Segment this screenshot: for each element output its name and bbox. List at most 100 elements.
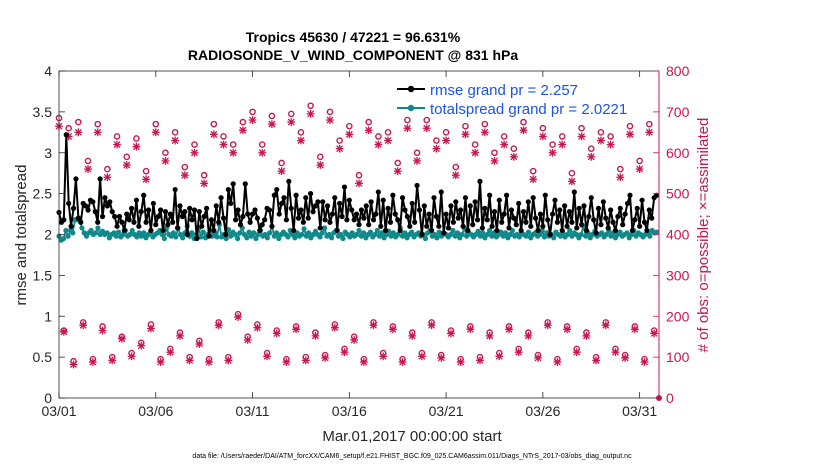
rmse-point [571, 189, 577, 195]
y-left-tick-label: 0.5 [33, 349, 53, 365]
obs-assimilated-marker [127, 352, 136, 361]
obs-assimilated-marker [413, 157, 421, 165]
rmse-point [95, 219, 101, 225]
obs-assimilated-marker [374, 140, 383, 149]
totalspread-point [516, 234, 522, 240]
obs-possible-marker [413, 149, 421, 157]
obs-possible-marker [210, 120, 218, 128]
rmse-point [136, 223, 142, 229]
rmse-point [97, 176, 103, 182]
rmse-point [397, 227, 403, 234]
rmse-point [90, 199, 96, 205]
rmse-point [138, 209, 144, 215]
obs-assimilated-marker [224, 356, 233, 365]
obs-assimilated-marker [597, 136, 605, 145]
rmse-point [399, 195, 406, 201]
obs-possible-marker [636, 157, 643, 165]
series-lines [56, 132, 660, 243]
rmse-point [533, 215, 539, 221]
rmse-point [358, 207, 365, 213]
rmse-point [431, 195, 437, 201]
rmse-point [220, 215, 227, 221]
rmse-point [508, 207, 515, 213]
rmse-point [474, 217, 481, 223]
obs-assimilated-marker [335, 144, 344, 153]
rmse-point [70, 205, 77, 211]
rmse-point [494, 227, 500, 234]
rmse-point [622, 211, 628, 217]
rmse-point [574, 225, 580, 231]
rmse-point [303, 195, 309, 201]
obs-possible-marker [384, 129, 392, 136]
rmse-point [196, 209, 202, 215]
rmse-point [102, 195, 108, 201]
rmse-point [385, 205, 391, 211]
rmse-point [540, 223, 546, 229]
obs-assimilated-marker [214, 321, 223, 330]
obs-assimilated-marker [350, 336, 359, 344]
rmse-point [581, 203, 587, 209]
rmse-point [288, 205, 294, 211]
obs-assimilated-marker [176, 331, 184, 340]
totalspread-point [244, 235, 250, 241]
obs-assimilated-marker [432, 144, 441, 153]
rmse-point [104, 203, 110, 209]
x-axis-label: Mar.01,2017 00:00:00 start [322, 428, 502, 445]
rmse-point [407, 223, 413, 229]
totalspread-point [454, 230, 461, 236]
rmse-point [489, 223, 495, 229]
totalspread-point [599, 230, 605, 236]
obs-assimilated-marker [142, 175, 150, 184]
obs-assimilated-marker [524, 331, 533, 340]
totalspread-point [390, 230, 396, 236]
rmse-point [228, 200, 234, 207]
rmse-point [649, 215, 655, 221]
obs-possible-marker [171, 129, 179, 136]
y-right-tick-label: 700 [666, 104, 690, 120]
totalspread-point [228, 233, 234, 239]
obs-assimilated-marker [311, 331, 320, 340]
obs-possible-marker [181, 163, 189, 171]
obs-possible-marker [258, 141, 266, 148]
rmse-point [162, 209, 169, 215]
obs-assimilated-marker [572, 348, 581, 357]
obs-assimilated-marker [500, 140, 509, 149]
rmse-point [165, 222, 171, 228]
obs-assimilated-marker [427, 321, 436, 330]
rmse-point [182, 209, 188, 215]
rmse-point [78, 219, 84, 225]
rmse-point [203, 205, 210, 211]
totalspread-point [484, 231, 490, 238]
rmse-point [511, 215, 517, 221]
rmse-point [593, 230, 599, 236]
totalspread-point [273, 230, 280, 236]
obs-assimilated-marker [200, 179, 209, 188]
rmse-point [470, 222, 476, 228]
x-tick-label: 03/31 [622, 403, 657, 419]
rmse-point [283, 217, 290, 223]
y-right-tick-label: 600 [666, 145, 690, 161]
rmse-point [639, 197, 645, 203]
totalspread-point [104, 230, 110, 236]
rmse-point [588, 195, 594, 201]
rmse-point [549, 211, 556, 217]
obs-assimilated-marker [88, 358, 97, 366]
totalspread-point [251, 230, 257, 236]
rmse-point [298, 207, 304, 213]
rmse-point [119, 219, 125, 225]
obs-assimilated-marker [645, 128, 654, 137]
obs-assimilated-marker [630, 325, 639, 334]
obs-possible-marker [626, 122, 634, 130]
obs-assimilated-marker [548, 148, 557, 157]
obs-possible-marker [65, 124, 72, 132]
obs-possible-marker [336, 137, 343, 144]
rmse-point [274, 186, 280, 193]
rmse-point [368, 199, 374, 205]
x-tick-label: 03/26 [525, 403, 560, 419]
rmse-point [276, 211, 282, 217]
rmse-point [73, 176, 79, 182]
obs-assimilated-marker [582, 331, 591, 340]
rmse-point [308, 191, 314, 197]
rmse-point [116, 213, 123, 220]
y-right-tick-label: 300 [666, 267, 690, 283]
